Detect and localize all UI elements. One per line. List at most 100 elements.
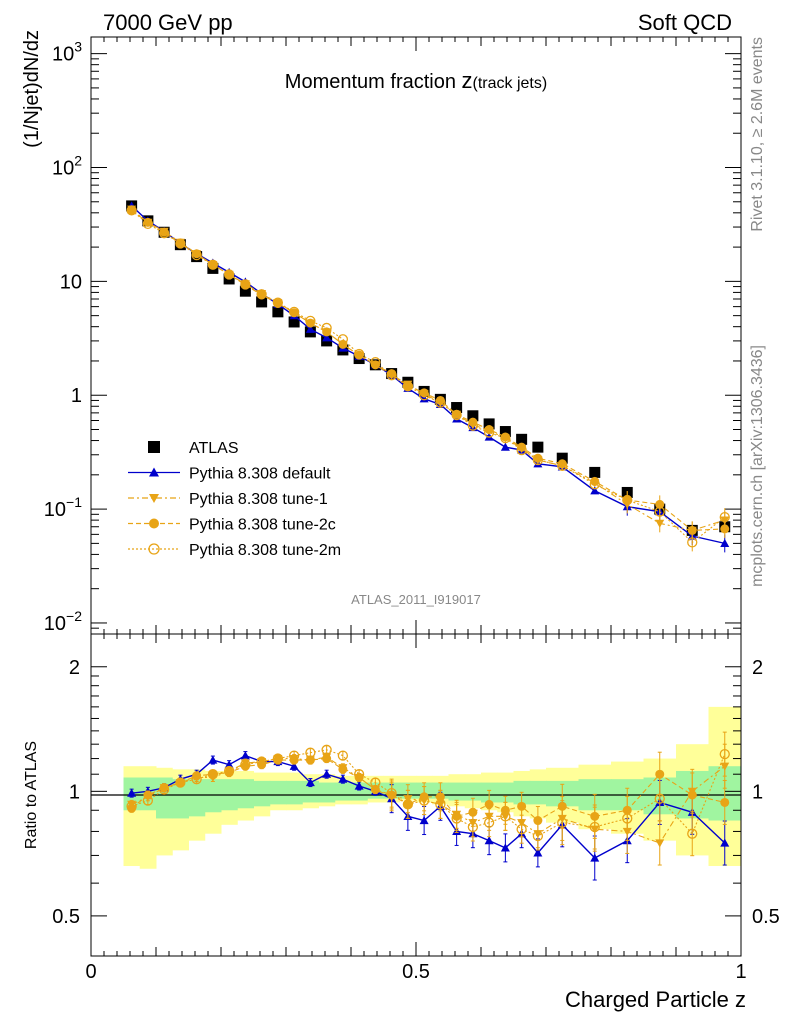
data-point: [590, 476, 600, 486]
data-point: [720, 538, 730, 547]
data-point: [557, 460, 568, 471]
data-point: [159, 227, 169, 237]
data-point: [370, 360, 380, 370]
ratio-point: [321, 744, 332, 755]
ratio-point: [517, 801, 527, 811]
data-point: [272, 297, 284, 308]
legend-marker: [149, 467, 159, 477]
ratio-point: [500, 811, 511, 822]
ratio-point: [435, 799, 446, 810]
y-tick-label: 103: [52, 39, 82, 66]
ratio-point: [337, 750, 349, 761]
x-tick-label: 0.5: [402, 961, 430, 983]
data-point: [305, 315, 316, 327]
data-point: [687, 525, 697, 535]
band-green: [237, 779, 254, 809]
data-point: [354, 350, 364, 360]
band-green: [334, 782, 352, 801]
ratio-point: [353, 769, 365, 780]
data-point: [590, 486, 600, 495]
legend-label: ATLAS: [189, 440, 239, 457]
data-point: [256, 289, 267, 300]
main-y-axis-label: (1/Njet)dN/dz: [21, 30, 43, 148]
data-point: [557, 459, 567, 469]
ratio-point: [532, 830, 544, 842]
ratio-point: [370, 785, 380, 795]
data-point: [468, 417, 478, 427]
mcplots-citation-text: mcplots.cern.ch [arXiv:1306.3436]: [749, 345, 766, 587]
y-tick-label: 0.5: [52, 906, 80, 928]
ratio-point: [655, 839, 665, 848]
legend-marker: [148, 543, 160, 555]
ratio-point: [720, 797, 730, 807]
data-point: [322, 333, 332, 342]
ratio-point: [158, 784, 170, 795]
main-marks: [126, 200, 731, 553]
band-green: [302, 780, 319, 803]
data-point: [467, 420, 479, 431]
data-point: [687, 537, 698, 548]
data-point: [419, 394, 429, 403]
x-tick-label: 1: [735, 961, 746, 983]
y-tick-label: 0.5: [752, 906, 780, 928]
y-tick-label: 1: [69, 781, 80, 803]
data-point: [451, 402, 463, 414]
ratio-y-tick-labels: 0.5 0.5 1 1 2 2: [52, 657, 780, 928]
data-point: [500, 442, 510, 451]
ratio-point: [338, 764, 348, 774]
ratio-point: [305, 755, 315, 765]
ratio-point: [127, 788, 137, 797]
data-point: [158, 228, 170, 239]
data-point: [654, 506, 665, 517]
data-point: [207, 259, 219, 270]
y-tick-label: 2: [752, 657, 763, 679]
data-point: [532, 454, 544, 466]
data-point: [288, 316, 300, 328]
ratio-y-axis-label: Ratio to ATLAS: [23, 741, 40, 849]
band-green: [269, 780, 287, 805]
ratio-point: [590, 853, 600, 862]
data-point: [467, 410, 479, 422]
legend-marker: [148, 441, 160, 453]
band-green: [253, 780, 271, 807]
legend-label: Pythia 8.308 tune-1: [189, 491, 328, 508]
y-tick-label: 2: [69, 657, 80, 679]
ratio-point: [484, 836, 494, 845]
main-title: Momentum fraction z(track jets): [285, 68, 547, 93]
data-point: [288, 306, 300, 317]
analysis-id: ATLAS_2011_I919017: [351, 592, 481, 607]
ratio-point: [386, 787, 397, 799]
ratio-point: [142, 795, 154, 806]
band-green: [529, 780, 547, 805]
ratio-point: [419, 816, 429, 825]
data-point: [451, 409, 462, 421]
ratio-point: [557, 817, 568, 828]
ratio-bands: [123, 706, 742, 869]
data-point: [500, 432, 511, 444]
ratio-point: [451, 813, 462, 824]
legend: ATLAS Pythia 8.308 default Pythia 8.308 tu…: [128, 440, 341, 559]
band-green: [497, 782, 514, 803]
y-tick-label: 102: [52, 153, 82, 180]
rivet-version-text: Rivet 3.1.10, ≥ 2.6M events: [749, 37, 766, 232]
data-point: [256, 296, 268, 308]
ratio-point: [418, 795, 430, 806]
main-y-tick-labels: 10−2 10−1 1 10 102 103: [44, 39, 82, 635]
ratio-point: [687, 828, 698, 839]
data-point: [223, 269, 235, 280]
band-green: [188, 779, 206, 817]
y-tick-label: 1: [71, 385, 82, 407]
data-point: [240, 279, 251, 290]
ratio-point: [126, 801, 137, 812]
data-point: [483, 418, 495, 430]
data-point: [272, 306, 284, 318]
data-point: [517, 442, 527, 452]
data-point: [175, 238, 186, 249]
data-point: [386, 370, 397, 381]
x-tick-label: 0: [85, 961, 96, 983]
data-point: [337, 334, 349, 345]
data-point: [622, 494, 633, 506]
legend-marker: [149, 518, 159, 529]
legend-label: Pythia 8.308 tune-2c: [189, 517, 336, 534]
data-point: [720, 524, 730, 534]
